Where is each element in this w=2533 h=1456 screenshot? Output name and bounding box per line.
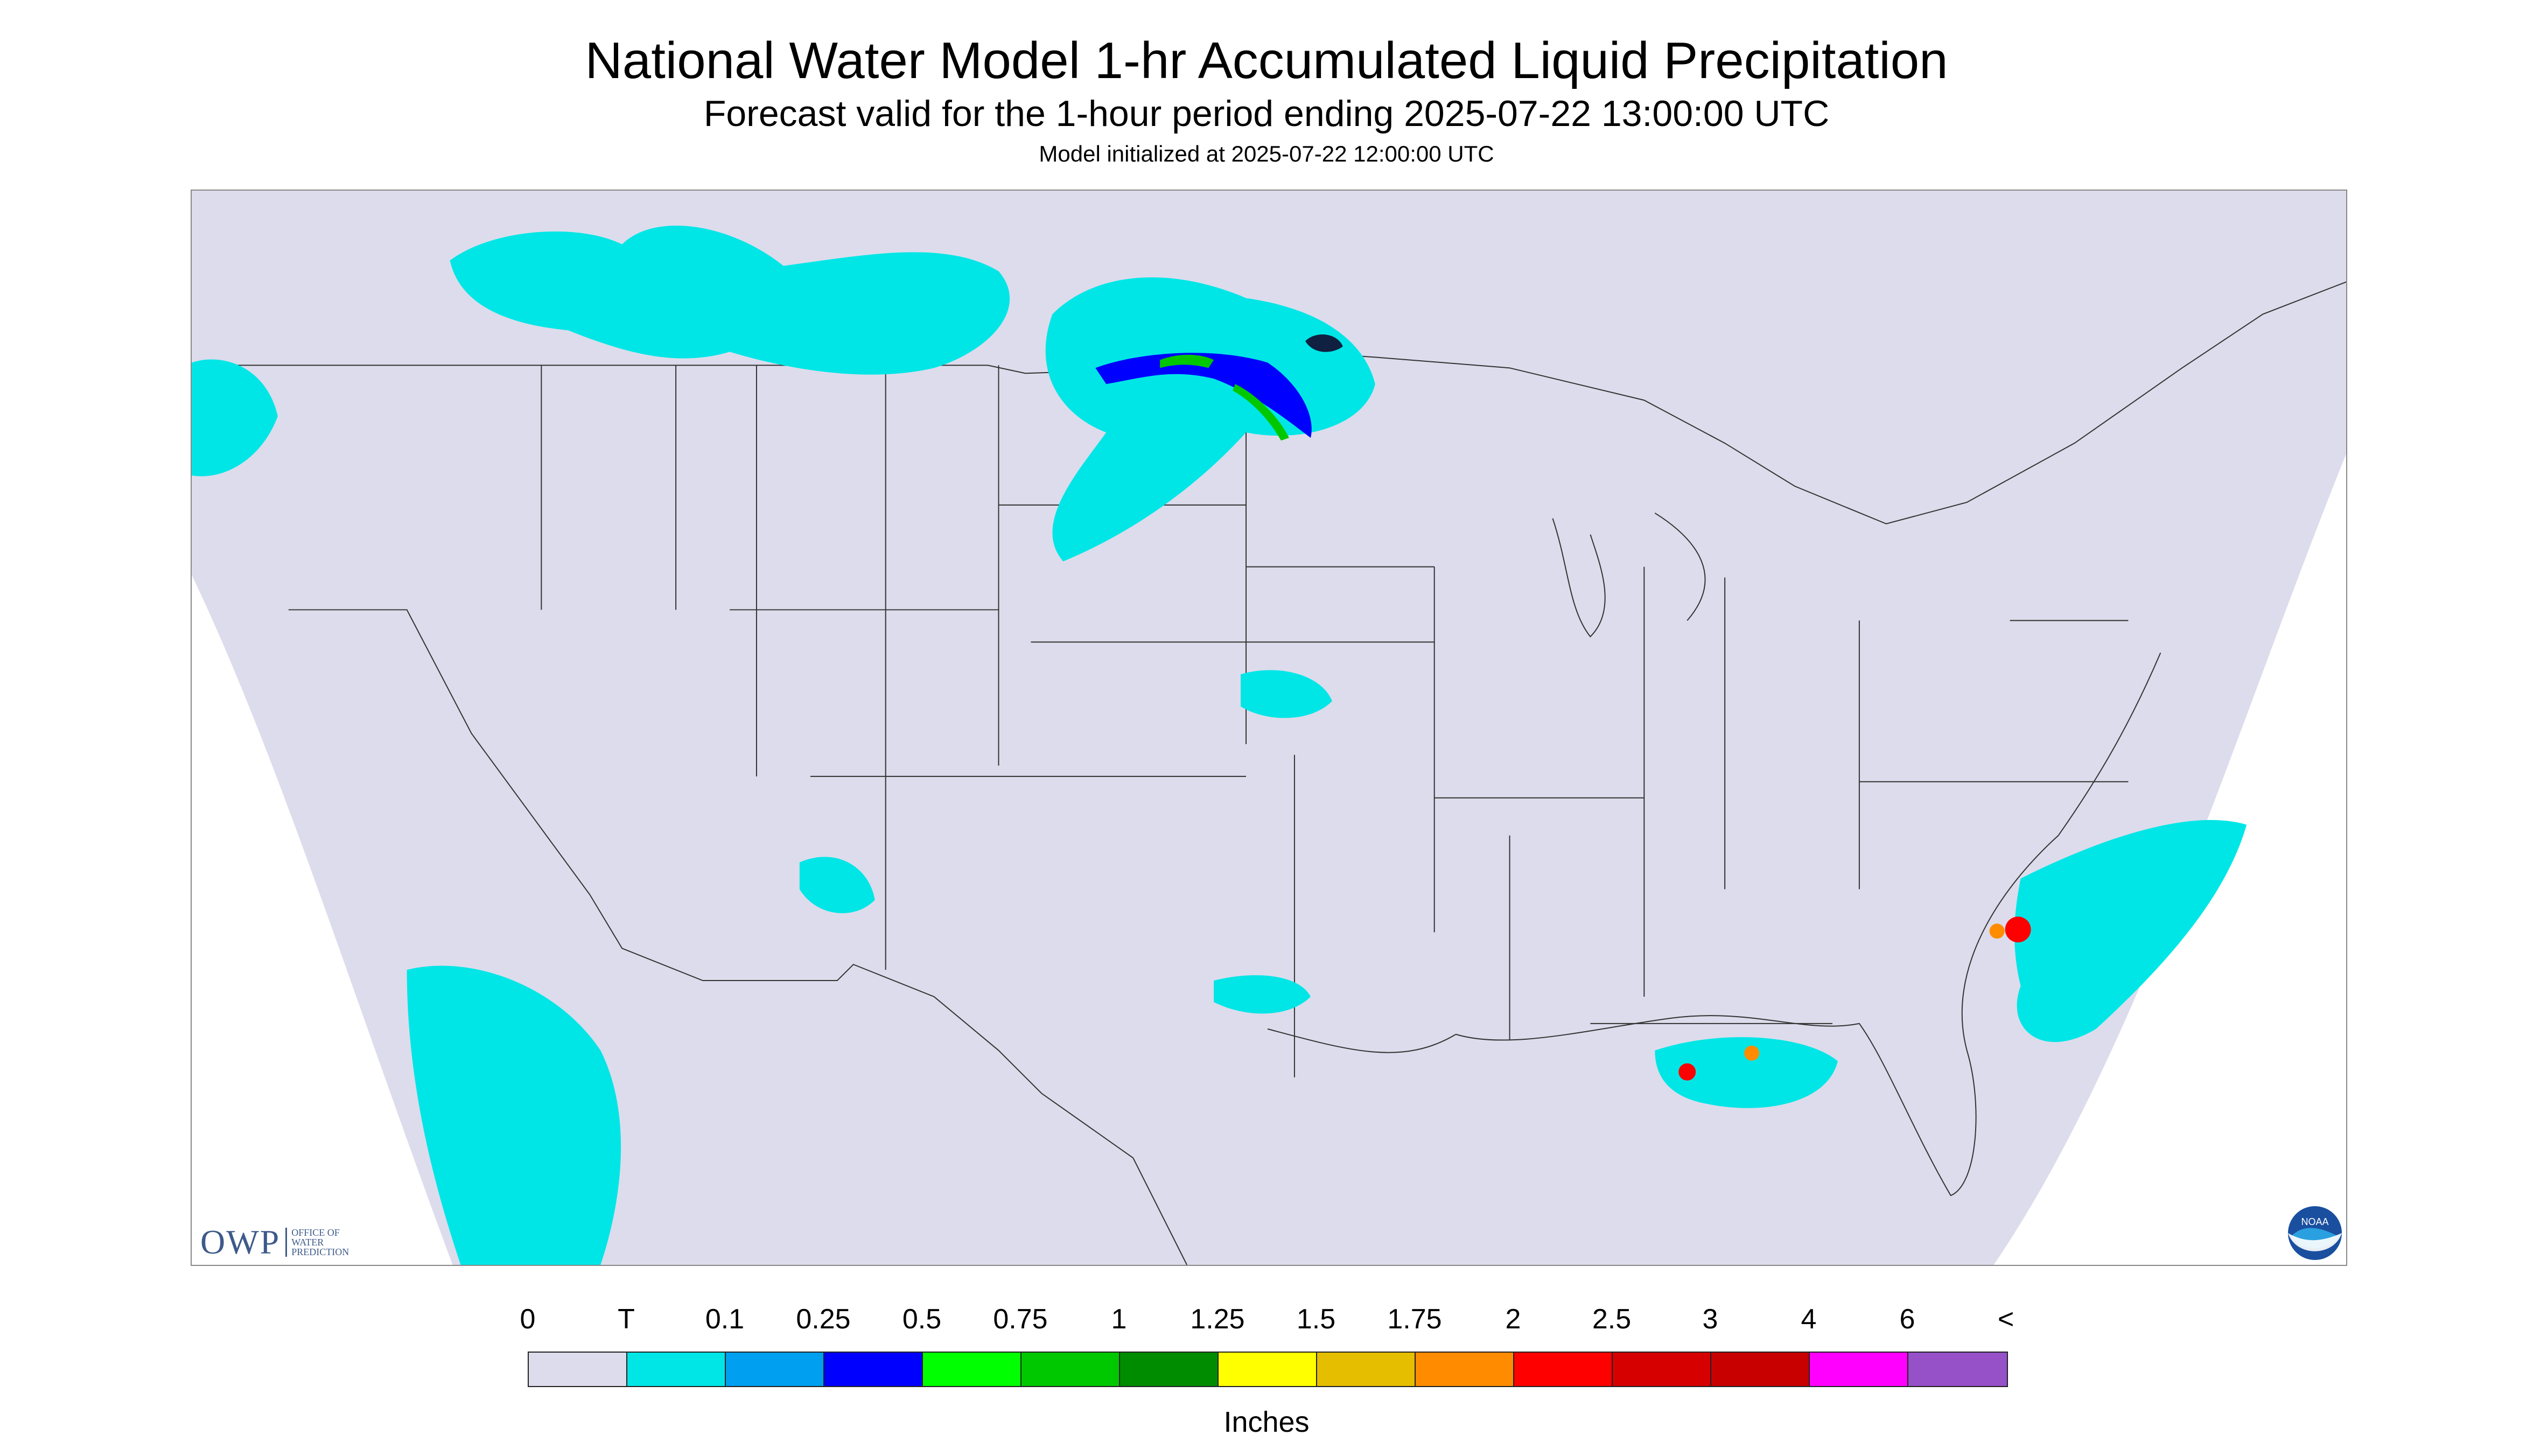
- legend-tick-label: 2: [1505, 1304, 1521, 1335]
- precip-cell-green-2: [1233, 384, 1289, 441]
- state-borders: [541, 365, 2129, 1077]
- precip-area-texas: [1214, 975, 1311, 1014]
- legend-tick-label: 0.1: [705, 1304, 745, 1335]
- precip-area-mexico-west: [407, 965, 621, 1265]
- legend-tick-label: 0.75: [993, 1304, 1048, 1335]
- legend-swatch: [627, 1353, 726, 1386]
- svg-text:NOAA: NOAA: [2301, 1216, 2328, 1227]
- legend-tick-label: 1.5: [1296, 1304, 1336, 1335]
- legend-tick-label: 2.5: [1592, 1304, 1632, 1335]
- boundaries: [192, 281, 2346, 1265]
- precip-cell-atlantic-red: [2005, 916, 2031, 943]
- legend-swatch: [1219, 1353, 1317, 1386]
- legend-tick-label: 4: [1801, 1304, 1817, 1335]
- legend-swatch: [1810, 1353, 1908, 1386]
- legend-swatch: [1514, 1353, 1613, 1386]
- precip-area-minnesota: [1045, 277, 1375, 562]
- precip-band-minnesota-heavy: [1095, 353, 1312, 438]
- gulf-atlantic-coast: [1456, 652, 2161, 1196]
- legend-tick-label: 6: [1899, 1304, 1915, 1335]
- precip-cell-green: [1160, 354, 1214, 368]
- precip-area-florida-west: [1655, 1037, 1838, 1108]
- legend-swatch: [1120, 1353, 1219, 1386]
- great-lakes: [1552, 512, 1706, 638]
- forecast-valid-subtitle: Forecast valid for the 1-hour period end…: [703, 93, 1830, 134]
- precip-cell-atlantic-orange: [1989, 923, 2005, 939]
- legend-swatch: [529, 1353, 627, 1386]
- legend-swatch: [1613, 1353, 1711, 1386]
- legend-tick-label: 1: [1111, 1304, 1127, 1335]
- legend-tick-label: 1.75: [1387, 1304, 1442, 1335]
- legend-tick-label: 0.25: [796, 1304, 851, 1335]
- lake-of-the-woods: [1305, 334, 1343, 352]
- owp-text: OFFICE OF WATER PREDICTION: [285, 1228, 349, 1257]
- owp-mark: OWP: [200, 1223, 281, 1261]
- legend-swatch: [1317, 1353, 1416, 1386]
- precip-area-pacific-nw: [192, 359, 278, 477]
- legend-swatch: [1711, 1353, 1810, 1386]
- legend-tick-label: 1.25: [1190, 1304, 1245, 1335]
- map-domain: [192, 191, 2346, 1265]
- legend-tick-label: <: [1997, 1304, 2014, 1335]
- precip-area-atlantic: [2014, 820, 2247, 1042]
- legend-swatch: [1908, 1353, 2007, 1386]
- legend-swatch: [1021, 1353, 1120, 1386]
- us-mexico-border: [288, 609, 1188, 1265]
- legend-labels: 0 T 0.1 0.25 0.5 0.75 1 1.25 1.5 1.75 2 2.5 3 4 6 <: [0, 1303, 2533, 1341]
- map-title: National Water Model 1-hr Accumulated Li…: [585, 32, 1948, 89]
- owp-logo: OWP OFFICE OF WATER PREDICTION: [200, 1222, 349, 1262]
- precip-cell-florida-red: [1678, 1063, 1696, 1081]
- precip-cell-florida-orange: [1744, 1045, 1760, 1061]
- legend-tick-label: T: [618, 1304, 635, 1335]
- legend-tick-label: 3: [1702, 1304, 1718, 1335]
- legend-colorbar: [528, 1352, 2008, 1387]
- noaa-logo: NOAA: [2288, 1206, 2342, 1260]
- legend-swatch: [824, 1353, 923, 1386]
- precip-areas: [192, 225, 2247, 1265]
- precip-area-northern-plains: [450, 225, 1010, 375]
- precip-area-kansas: [1241, 670, 1332, 718]
- legend-tick-label: 0: [520, 1304, 536, 1335]
- texas-coast: [1267, 1028, 1457, 1053]
- legend-swatch: [726, 1353, 824, 1386]
- legend-swatch: [923, 1353, 1021, 1386]
- legend-tick-label: 0.5: [902, 1304, 942, 1335]
- precip-area-new-mexico: [799, 857, 875, 913]
- legend-swatch: [1416, 1353, 1514, 1386]
- precipitation-map: [191, 190, 2347, 1266]
- model-init-text: Model initialized at 2025-07-22 12:00:00…: [1039, 141, 1494, 166]
- legend-units: Inches: [1223, 1406, 1310, 1438]
